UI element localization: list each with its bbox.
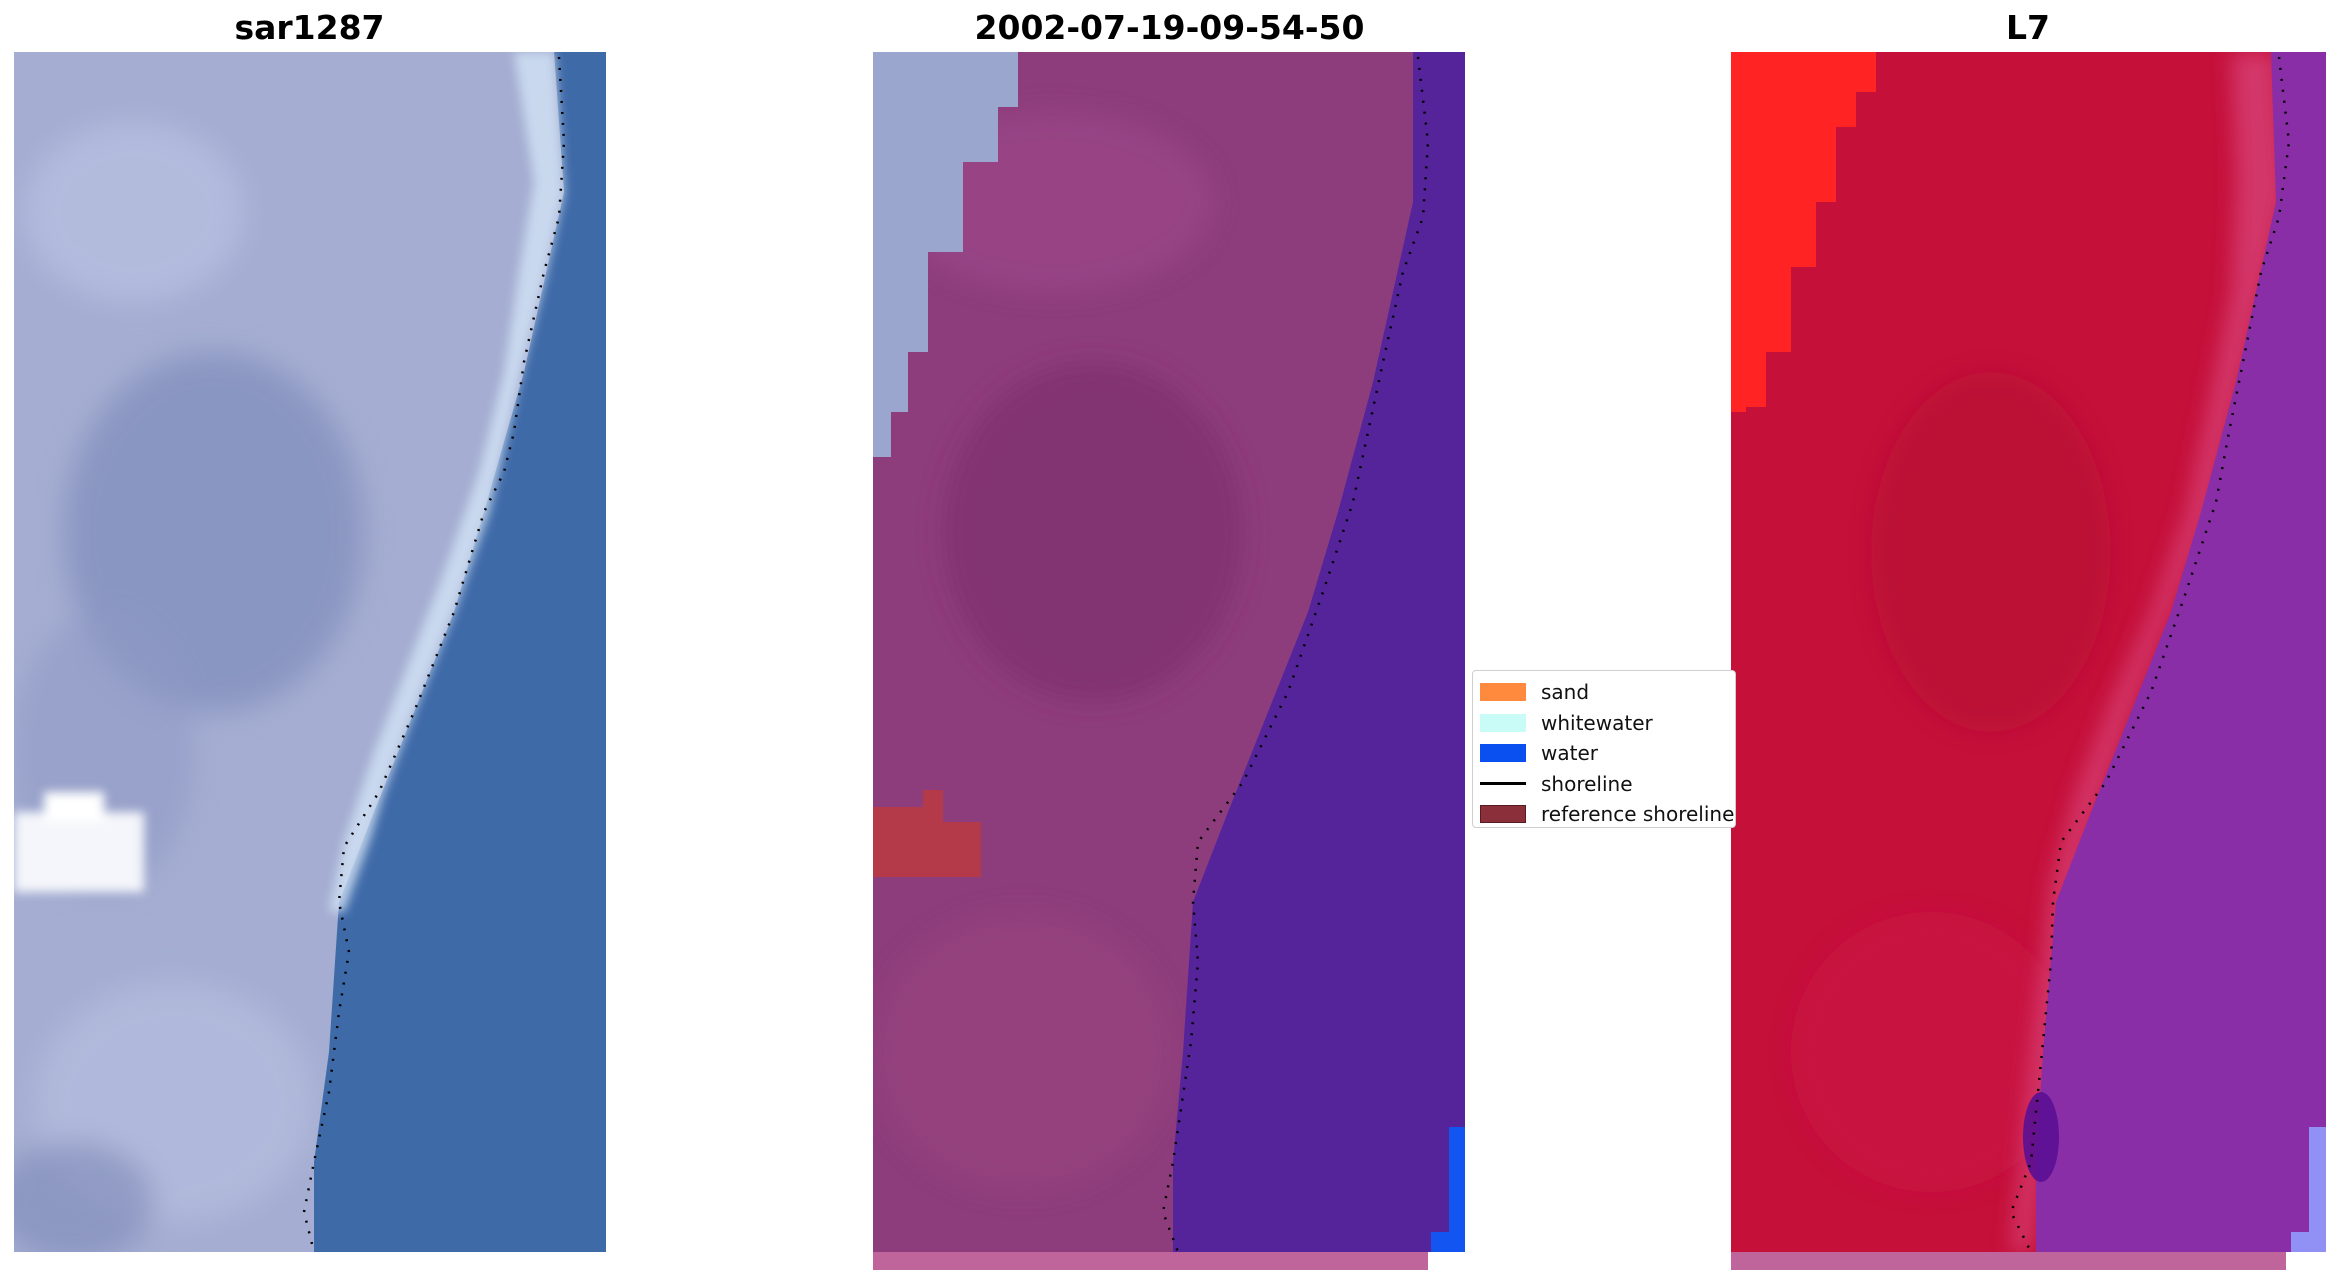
legend-item-sand: sand [1473, 677, 1735, 708]
legend-line-shoreline [1480, 782, 1526, 786]
rgb-satellite-image [14, 52, 606, 1252]
legend-swatch-water [1480, 744, 1526, 763]
panel-title-middle: 2002-07-19-09-54-50 [974, 8, 1365, 47]
classified-image-canvas [873, 52, 1465, 1252]
index-image [1731, 52, 2326, 1252]
legend-label-water: water [1541, 741, 1598, 766]
legend-swatch-reference-shoreline [1480, 805, 1526, 824]
legend-label-reference-shoreline: reference shoreline [1541, 802, 1735, 827]
legend-swatch-sand [1480, 683, 1526, 702]
legend-item-shoreline: shoreline [1473, 769, 1735, 800]
classified-image [873, 52, 1465, 1252]
legend-label-whitewater: whitewater [1541, 710, 1653, 735]
legend-item-water: water [1473, 738, 1735, 769]
legend-label-sand: sand [1541, 680, 1590, 705]
legend-item-reference-shoreline: reference shoreline [1473, 799, 1735, 830]
index-image-canvas [1731, 52, 2326, 1252]
classified-bottom-strip [873, 1252, 1428, 1270]
legend-swatch-whitewater [1480, 713, 1526, 732]
legend: sand whitewater water shoreline referenc… [1472, 670, 1736, 828]
rgb-image-canvas [14, 52, 606, 1252]
panel-title-left: sar1287 [234, 8, 385, 47]
index-bottom-strip [1731, 1252, 2286, 1270]
legend-label-shoreline: shoreline [1541, 771, 1633, 796]
panel-title-right: L7 [2006, 8, 2050, 47]
legend-item-whitewater: whitewater [1473, 708, 1735, 739]
